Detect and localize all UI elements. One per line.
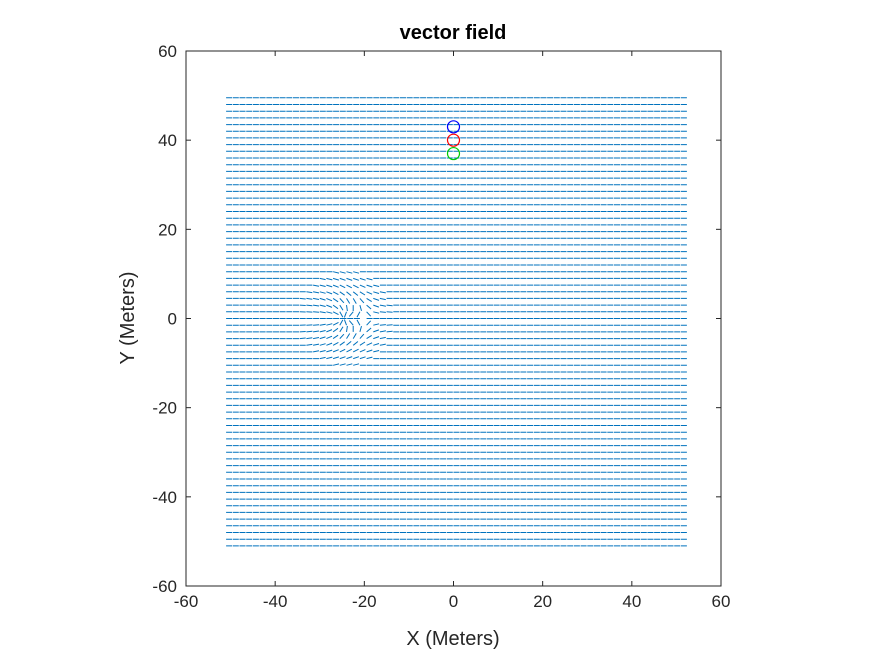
x-tick-label: 40 bbox=[622, 592, 641, 611]
chart-title: vector field bbox=[400, 22, 507, 44]
y-axis-label: Y (Meters) bbox=[117, 272, 139, 365]
x-tick-label: -20 bbox=[352, 592, 377, 611]
vector-arrows bbox=[226, 97, 687, 547]
x-tick-label: 60 bbox=[712, 592, 731, 611]
marker-circle-3 bbox=[446, 146, 461, 161]
y-ticks: -60 -40 -20 0 20 40 60 bbox=[152, 42, 721, 596]
marker-circle-1 bbox=[446, 120, 461, 134]
y-tick-label: -40 bbox=[152, 488, 177, 507]
x-tick-label: 20 bbox=[533, 592, 552, 611]
y-tick-label: -20 bbox=[152, 399, 177, 418]
quiver-layer bbox=[226, 97, 687, 547]
y-tick-label: 60 bbox=[158, 42, 177, 61]
y-tick-label: 20 bbox=[158, 220, 177, 239]
y-tick-label: -60 bbox=[152, 577, 177, 596]
x-tick-label: -60 bbox=[174, 592, 199, 611]
y-tick-label: 40 bbox=[158, 131, 177, 150]
marker-layer bbox=[446, 120, 461, 161]
marker-circle-2 bbox=[446, 133, 461, 147]
x-axis-label: X (Meters) bbox=[406, 628, 499, 650]
x-tick-label: 0 bbox=[449, 592, 458, 611]
x-tick-label: -40 bbox=[263, 592, 288, 611]
x-ticks: -60 -40 -20 0 20 40 60 bbox=[174, 51, 731, 611]
y-tick-label: 0 bbox=[168, 310, 177, 329]
